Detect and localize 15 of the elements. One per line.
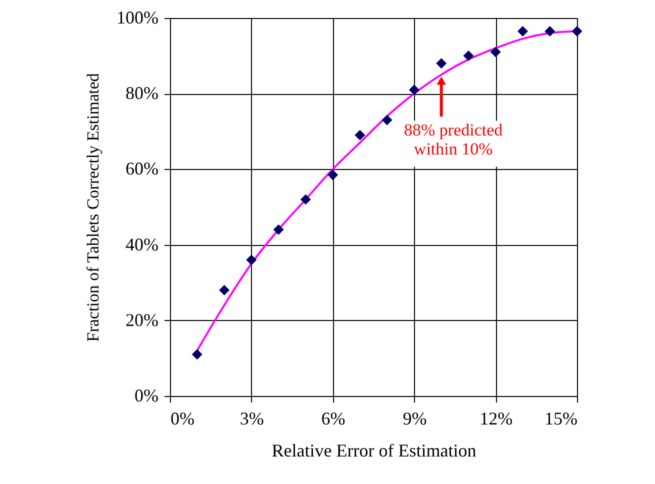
x-tick-label: 0% (170, 408, 194, 428)
y-tick-label: 80% (126, 83, 158, 104)
y-tick-label: 60% (126, 158, 158, 179)
y-axis-title: Fraction of Tablets Correctly Estimated (84, 72, 103, 342)
y-tick-label: 20% (126, 310, 158, 330)
x-axis-title: Relative Error of Estimation (272, 440, 476, 460)
y-tick-label: 40% (126, 234, 158, 254)
x-tick-label: 9% (402, 408, 427, 428)
x-tick-label: 3% (240, 408, 264, 428)
y-tick-label: 0% (134, 386, 158, 406)
x-tick-label: 12% (480, 408, 513, 428)
x-tick-label: 15% (544, 408, 578, 428)
annotation: 88% predicted within 10% (404, 120, 504, 159)
y-tick-label: 100% (116, 8, 158, 28)
x-tick-label: 6% (321, 408, 346, 428)
